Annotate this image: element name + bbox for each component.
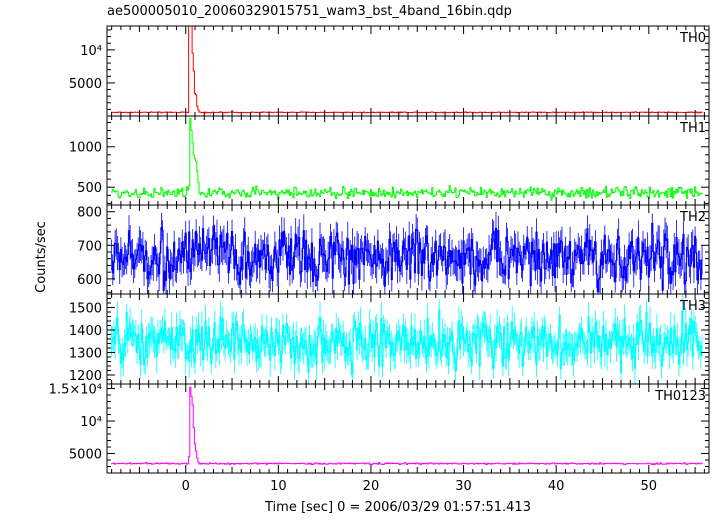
x-tick-label: 30: [455, 479, 472, 494]
y-tick-label: 1.5×10⁴: [49, 383, 102, 398]
panel-label-th2: TH2: [679, 210, 706, 225]
chart-title: ae500005010_20060329015751_wam3_bst_4ban…: [107, 4, 512, 19]
panel-frame: [106, 383, 710, 474]
line-th0123: [111, 386, 703, 466]
x-tick-label: 10: [270, 479, 287, 494]
panel-label-th0: TH0: [679, 31, 706, 46]
line-th2: [111, 222, 703, 293]
x-axis-title: Time [sec] 0 = 2006/03/29 01:57:51.413: [264, 500, 531, 515]
y-tick-label: 1000: [69, 141, 102, 156]
y-tick-label: 1200: [69, 369, 102, 384]
series-th0: [111, 26, 703, 114]
panel-th0: 5000 10⁴ TH0: [69, 25, 710, 117]
panel-th1: 500 1000 TH1: [69, 115, 710, 206]
line-th0: [111, 26, 703, 114]
y-tick-label: 800: [77, 206, 102, 221]
line-th3: [111, 309, 703, 375]
x-tick-label: 40: [548, 479, 565, 494]
y-tick-label: 1300: [69, 347, 102, 362]
y-tick-label: 10⁴: [80, 415, 102, 430]
x-tick-label: 50: [641, 479, 658, 494]
y-tick-label: 1400: [69, 324, 102, 339]
panel-th2: 600 700 800 TH2: [77, 204, 710, 295]
panel-th0123: 5000 10⁴ 1.5×10⁴ TH0123 0 10 20 30 40 50: [49, 383, 710, 494]
y-tick-label: 10⁴: [80, 44, 102, 59]
panel-frame: [106, 115, 710, 206]
line-th1: [111, 117, 703, 201]
panel-label-th0123: TH0123: [654, 389, 706, 404]
y-tick-label: 700: [77, 239, 102, 254]
y-tick-label: 500: [77, 181, 102, 196]
y-axis-title: Counts/sec: [34, 221, 49, 293]
series-th0123: [111, 386, 703, 466]
series-th1: [111, 117, 703, 201]
panel-label-th3: TH3: [679, 299, 706, 314]
panel-frame: [106, 25, 710, 117]
y-tick-label: 5000: [69, 77, 102, 92]
y-tick-label: 5000: [69, 448, 102, 463]
series-th2: [111, 211, 703, 294]
y-tick-label: 1500: [69, 302, 102, 317]
x-tick-label: 20: [363, 479, 380, 494]
y-tick-label: 600: [77, 273, 102, 288]
series-th3: [111, 294, 703, 384]
panel-th3: 1200 1300 1400 1500 TH3: [69, 293, 710, 385]
error-bars-th3: [111, 294, 703, 384]
x-tick-label: 0: [182, 479, 190, 494]
panel-label-th1: TH1: [679, 121, 706, 136]
